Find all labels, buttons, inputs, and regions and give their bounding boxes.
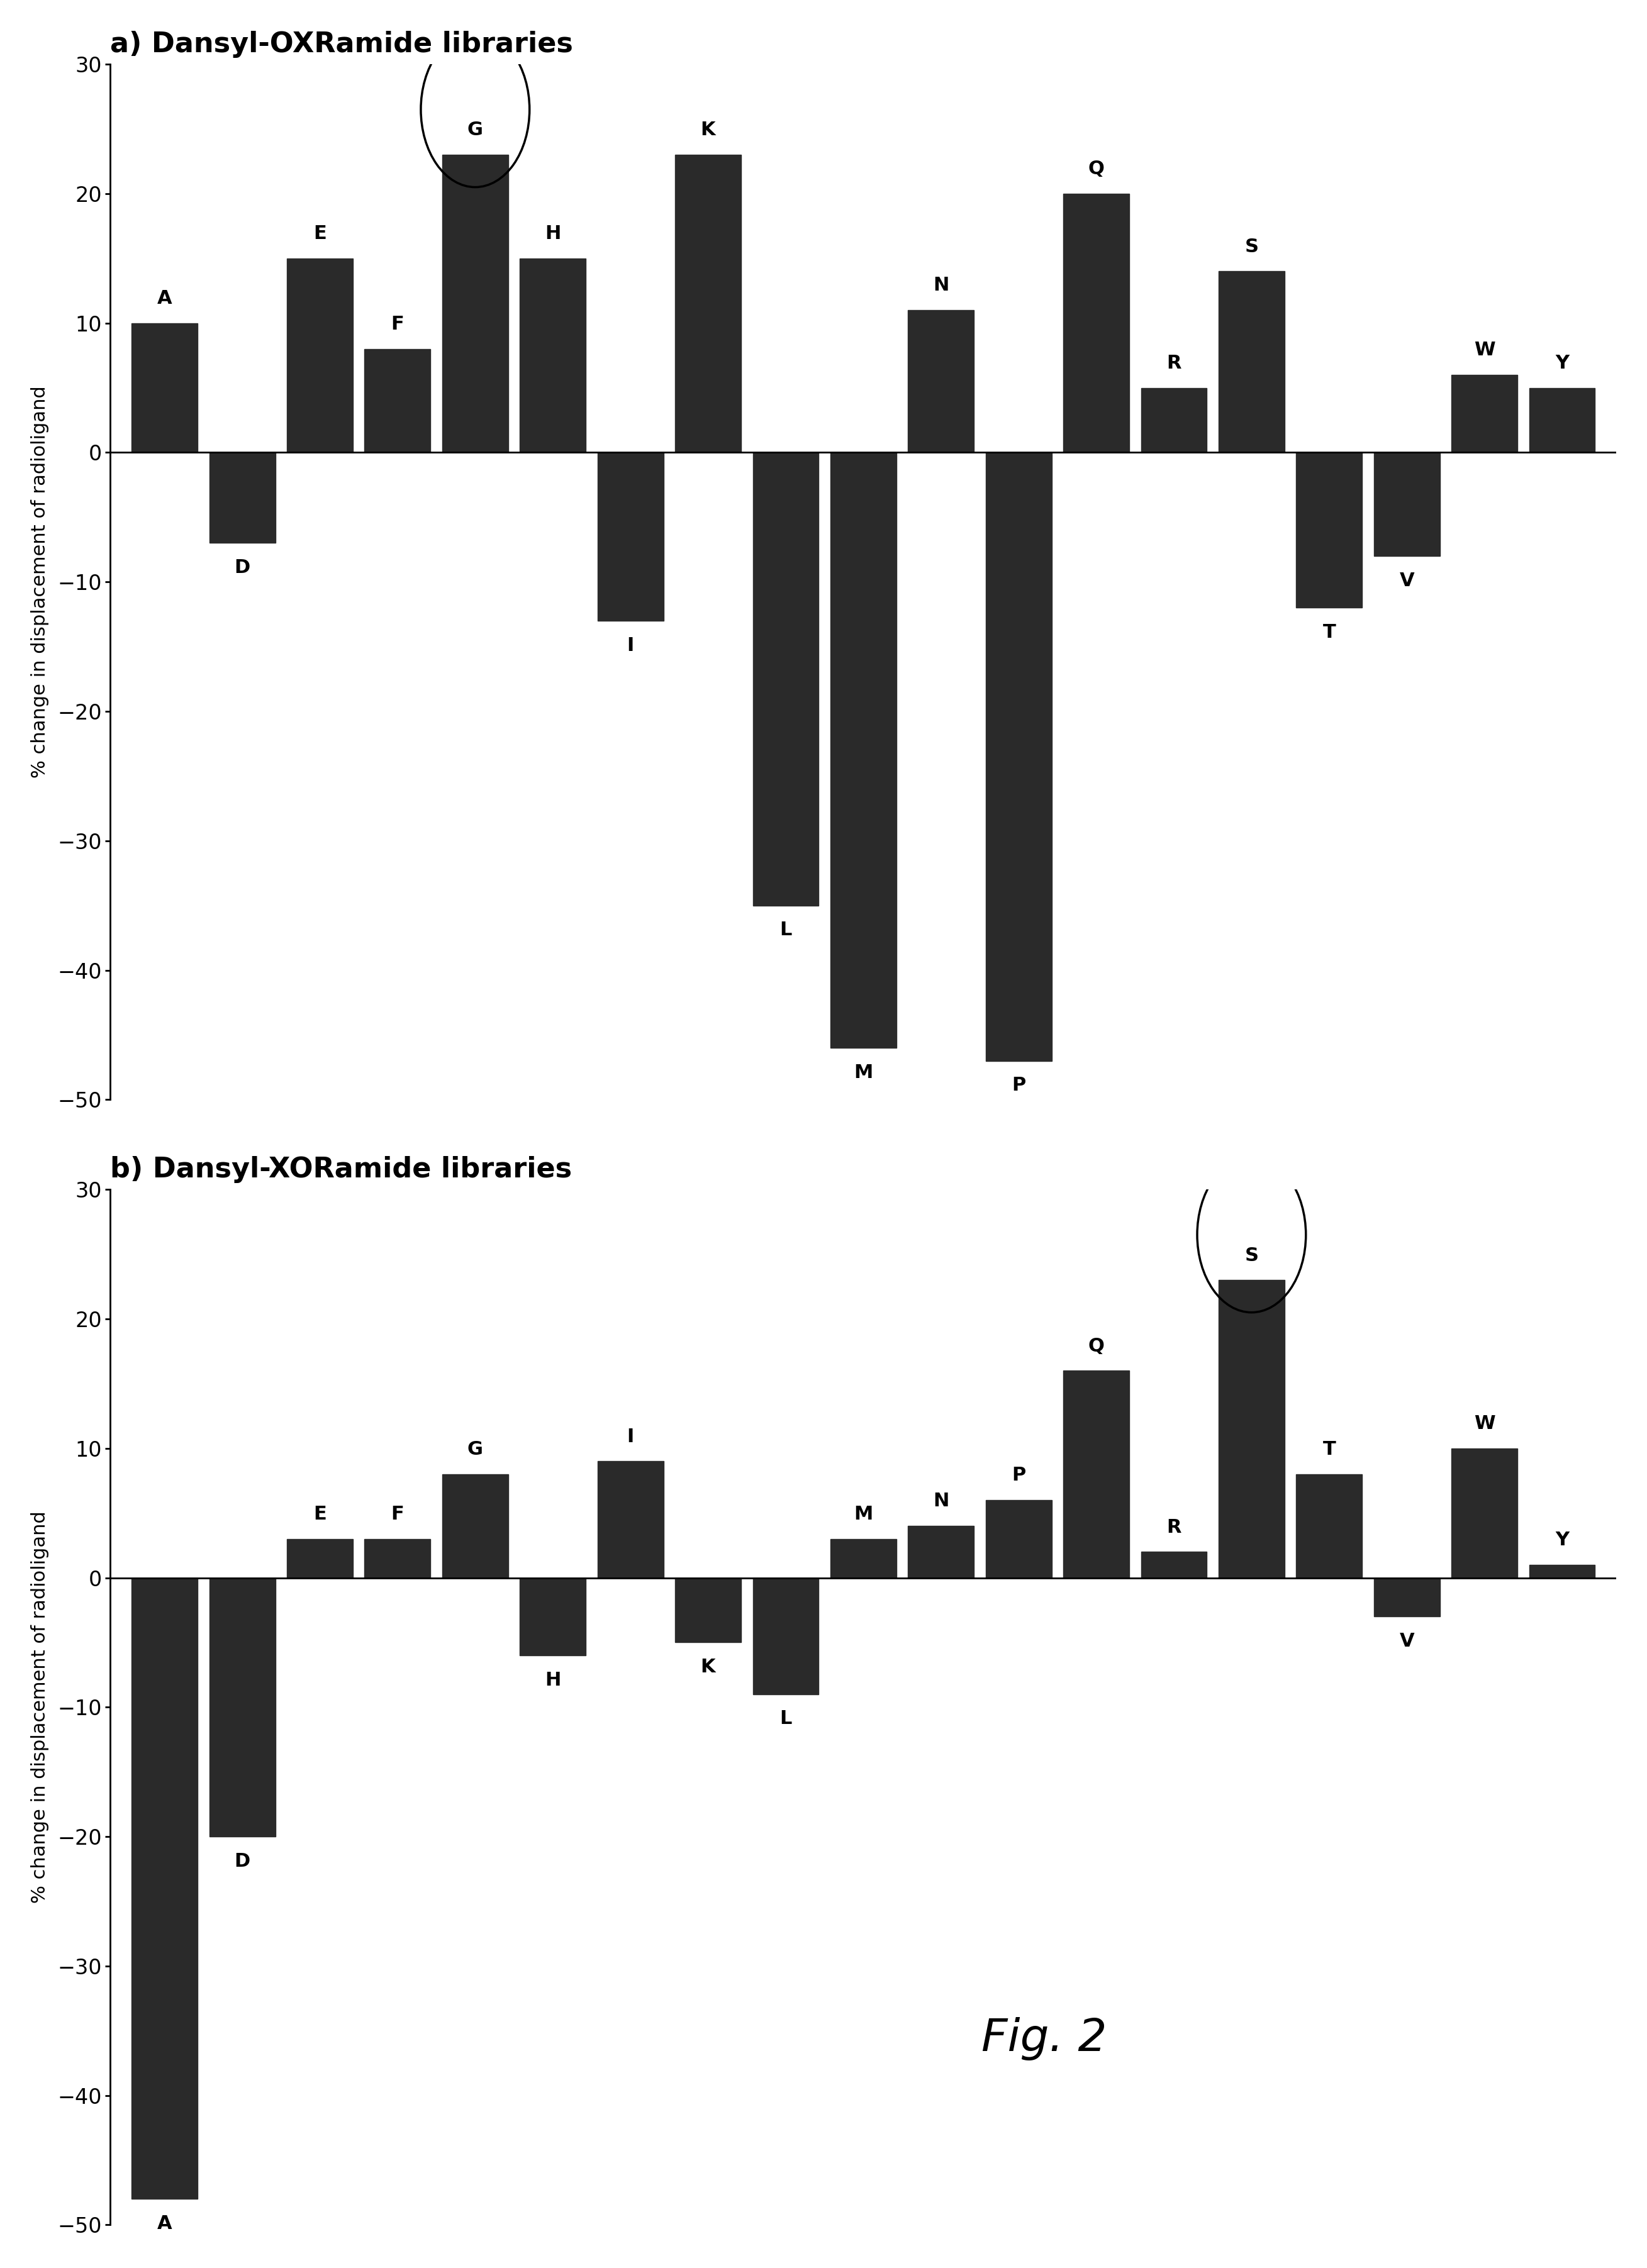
Text: K: K	[700, 1658, 715, 1676]
Bar	[830, 1540, 896, 1579]
Text: G: G	[468, 120, 483, 138]
Text: M: M	[853, 1506, 873, 1524]
Bar	[441, 1474, 509, 1579]
Bar	[598, 451, 664, 621]
Bar	[132, 1579, 198, 2200]
Text: L: L	[779, 921, 792, 939]
Bar	[1064, 1370, 1130, 1579]
Bar	[287, 1540, 352, 1579]
Text: R: R	[1166, 354, 1181, 372]
Text: W: W	[1474, 1415, 1495, 1433]
Text: F: F	[390, 315, 404, 333]
Bar	[364, 349, 430, 451]
Bar	[1528, 388, 1594, 451]
Bar	[675, 1579, 741, 1642]
Text: Q: Q	[1089, 1336, 1105, 1354]
Text: T: T	[1323, 624, 1336, 642]
Bar	[907, 1526, 973, 1579]
Bar	[1296, 451, 1362, 608]
Text: P: P	[1011, 1077, 1026, 1095]
Y-axis label: % change in displacement of radioligand: % change in displacement of radioligand	[31, 1510, 49, 1903]
Bar	[520, 1579, 586, 1656]
Text: R: R	[1166, 1517, 1181, 1535]
Bar	[1374, 1579, 1439, 1617]
Text: G: G	[468, 1440, 483, 1458]
Text: F: F	[390, 1506, 404, 1524]
Bar	[1141, 388, 1207, 451]
Text: A: A	[156, 290, 171, 308]
Text: N: N	[932, 277, 949, 295]
Text: H: H	[545, 225, 560, 243]
Text: N: N	[932, 1492, 949, 1510]
Bar	[753, 451, 819, 905]
Text: M: M	[853, 1064, 873, 1082]
Text: b) Dansyl-XORamide libraries: b) Dansyl-XORamide libraries	[110, 1157, 572, 1184]
Bar	[364, 1540, 430, 1579]
Text: P: P	[1011, 1467, 1026, 1486]
Bar	[132, 322, 198, 451]
Bar	[209, 1579, 275, 1837]
Text: H: H	[545, 1672, 560, 1690]
Bar	[753, 1579, 819, 1694]
Bar	[985, 1499, 1052, 1579]
Bar	[675, 154, 741, 451]
Bar	[1374, 451, 1439, 556]
Bar	[1451, 374, 1517, 451]
Bar	[287, 259, 352, 451]
Bar	[1528, 1565, 1594, 1579]
Bar	[907, 311, 973, 451]
Bar	[1219, 1279, 1285, 1579]
Bar	[520, 259, 586, 451]
Text: V: V	[1400, 1633, 1415, 1651]
Bar	[441, 154, 509, 451]
Bar	[1141, 1551, 1207, 1579]
Text: I: I	[628, 637, 634, 655]
Text: V: V	[1400, 572, 1415, 590]
Text: L: L	[779, 1710, 792, 1728]
Text: E: E	[313, 225, 326, 243]
Bar	[1219, 272, 1285, 451]
Bar	[1064, 193, 1130, 451]
Bar	[1296, 1474, 1362, 1579]
Text: I: I	[628, 1427, 634, 1445]
Text: D: D	[234, 1853, 250, 1871]
Text: a) Dansyl-OXRamide libraries: a) Dansyl-OXRamide libraries	[110, 29, 573, 57]
Text: S: S	[1245, 238, 1258, 256]
Bar	[1451, 1449, 1517, 1579]
Text: Fig. 2: Fig. 2	[982, 2016, 1107, 2059]
Text: S: S	[1245, 1247, 1258, 1266]
Text: E: E	[313, 1506, 326, 1524]
Text: A: A	[156, 2214, 171, 2232]
Bar	[985, 451, 1052, 1061]
Text: Y: Y	[1555, 1531, 1570, 1549]
Text: Q: Q	[1089, 159, 1105, 179]
Text: T: T	[1323, 1440, 1336, 1458]
Bar	[830, 451, 896, 1048]
Text: D: D	[234, 558, 250, 576]
Y-axis label: % change in displacement of radioligand: % change in displacement of radioligand	[31, 386, 49, 778]
Text: Y: Y	[1555, 354, 1570, 372]
Bar	[209, 451, 275, 542]
Bar	[598, 1461, 664, 1579]
Text: W: W	[1474, 340, 1495, 358]
Text: K: K	[700, 120, 715, 138]
